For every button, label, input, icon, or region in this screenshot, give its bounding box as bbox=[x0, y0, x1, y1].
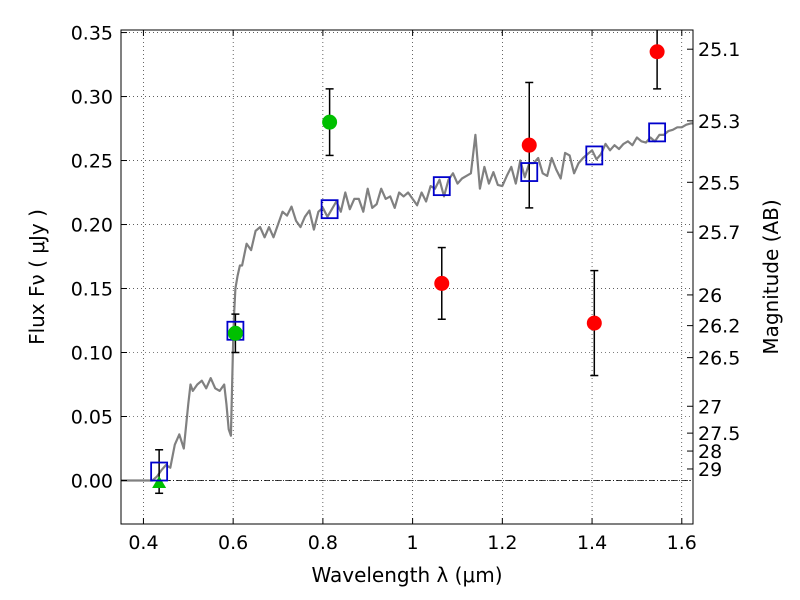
y-axis-label: Flux Fν ( μJy ) bbox=[25, 209, 49, 345]
spectrum-line bbox=[121, 122, 693, 482]
ticks: 0.4 0.6 0.8 1 1.2 1.4 1.6 0.00 0.05 0.10 0.15 0.20 0… bbox=[71, 23, 741, 554]
y2-tick-label: 26 bbox=[698, 285, 722, 307]
y2-tick-label: 25.5 bbox=[698, 172, 740, 194]
y2-tick-label: 27.5 bbox=[698, 423, 740, 445]
y-tick-label: 0.00 bbox=[71, 470, 113, 492]
y2-tick-label: 27 bbox=[698, 396, 722, 418]
y-tick-label: 0.25 bbox=[71, 151, 113, 173]
y2-tick-label: 29 bbox=[698, 459, 722, 481]
y2-tick-label: 25.3 bbox=[698, 111, 740, 133]
plot-frame bbox=[120, 29, 694, 525]
model-photometry-square bbox=[320, 199, 339, 220]
model-photometry-square bbox=[150, 461, 169, 482]
model-photometry-square bbox=[520, 162, 539, 182]
x-tick-label: 0.4 bbox=[128, 532, 158, 554]
x-tick-label: 0.6 bbox=[218, 532, 248, 554]
y-tick-label: 0.10 bbox=[71, 343, 113, 365]
upper-limit-triangle bbox=[152, 476, 167, 489]
series-layer bbox=[121, 30, 693, 495]
y-tick-label: 0.05 bbox=[71, 406, 113, 428]
x-tick-label: 1.2 bbox=[487, 532, 517, 554]
green-data-point bbox=[227, 325, 243, 341]
y-tick-label: 0.35 bbox=[71, 23, 113, 45]
y2-tick-label: 25.7 bbox=[698, 222, 740, 244]
y2-tick-label: 26.2 bbox=[698, 316, 740, 338]
x-axis-label: Wavelength λ (μm) bbox=[311, 563, 502, 587]
red-data-point bbox=[649, 44, 665, 60]
x-tick-label: 1 bbox=[407, 532, 419, 554]
x-tick-label: 0.8 bbox=[308, 532, 338, 554]
red-data-point bbox=[521, 137, 537, 153]
y-tick-label: 0.20 bbox=[71, 215, 113, 237]
red-data-point bbox=[434, 275, 450, 291]
model-photometry-square bbox=[585, 145, 604, 166]
y2-tick-label: 26.5 bbox=[698, 348, 740, 370]
x-tick-label: 1.6 bbox=[667, 532, 697, 554]
green-data-point bbox=[322, 114, 338, 130]
y2-tick-label: 28 bbox=[698, 441, 722, 463]
y-tick-label: 0.15 bbox=[71, 279, 113, 301]
y2-tick-label: 25.1 bbox=[698, 39, 740, 61]
red-data-point bbox=[586, 315, 602, 331]
model-photometry-square bbox=[648, 122, 667, 143]
y2-axis-label: Magnitude (AB) bbox=[759, 199, 783, 354]
model-photometry-square bbox=[432, 176, 451, 197]
y-tick-label: 0.30 bbox=[71, 87, 113, 109]
x-tick-label: 1.4 bbox=[577, 532, 607, 554]
